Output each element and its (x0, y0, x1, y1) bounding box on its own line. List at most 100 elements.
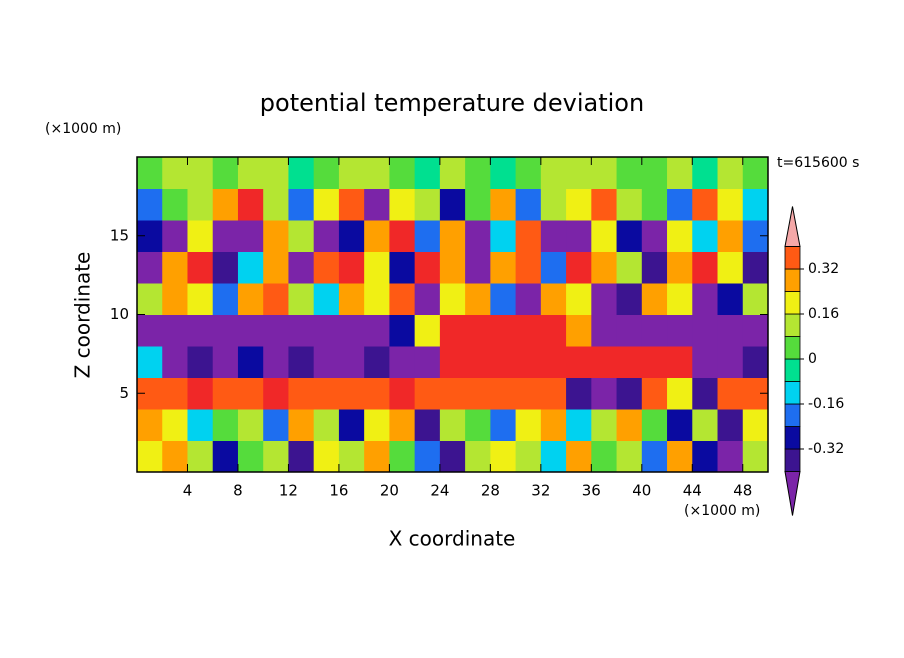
contour-cell (490, 157, 517, 189)
contour-cell (237, 377, 264, 410)
contour-cell (515, 377, 542, 410)
colorbar-band (784, 403, 801, 427)
contour-cell (137, 314, 163, 347)
contour-cell (263, 314, 289, 347)
contour-cell (389, 188, 416, 221)
colorbar-band (784, 246, 801, 270)
colorbar-triangle (784, 206, 801, 247)
colorbar-band (784, 448, 801, 472)
contour-cell (717, 220, 744, 252)
contour-cell (288, 283, 315, 315)
x-tick-label: 48 (733, 482, 752, 500)
contour-cell (540, 220, 567, 252)
contour-cell (667, 283, 693, 315)
contour-cell (465, 188, 491, 221)
contour-cell (263, 377, 289, 410)
colorbar-band (784, 336, 801, 360)
contour-cell (465, 440, 491, 473)
y-unit: (×1000 m) (45, 121, 121, 137)
contour-cell (389, 157, 416, 189)
contour-cell (641, 220, 668, 252)
contour-cell (540, 188, 567, 221)
contour-cell (162, 157, 188, 189)
contour-cell (187, 220, 214, 252)
contour-cell (616, 346, 643, 378)
contour-cell (338, 377, 365, 410)
colorbar-band (784, 291, 801, 315)
contour-cell (263, 157, 289, 189)
colorbar-band (784, 381, 801, 405)
colorbar-band (784, 313, 801, 337)
contour-cell (515, 314, 542, 347)
contour-cell (692, 440, 719, 473)
contour-cell (465, 377, 491, 410)
contour-cell (591, 251, 618, 284)
contour-cell (616, 409, 643, 441)
contour-cell (389, 220, 416, 252)
contour-cell (540, 157, 567, 189)
contour-cell (490, 409, 517, 441)
contour-cell (338, 314, 365, 347)
contour-cell (237, 409, 264, 441)
contour-cell (742, 440, 769, 473)
contour-cell (414, 314, 441, 347)
contour-cell (338, 188, 365, 221)
contour-cell (237, 188, 264, 221)
contour-cell (717, 409, 744, 441)
y-tick-label: 10 (110, 305, 129, 323)
contour-cell (667, 188, 693, 221)
contour-cell (692, 346, 719, 378)
contour-cell (439, 314, 466, 347)
contour-cell (465, 220, 491, 252)
contour-cell (490, 251, 517, 284)
contour-cell (187, 157, 214, 189)
contour-cell (414, 409, 441, 441)
contour-cell (717, 188, 744, 221)
contour-cell (540, 346, 567, 378)
x-tick-label: 16 (329, 482, 348, 500)
contour-cell (591, 440, 618, 473)
contour-cell (237, 346, 264, 378)
contour-cell (364, 409, 390, 441)
contour-cell (566, 377, 592, 410)
contour-cell (591, 409, 618, 441)
contour-cell (288, 440, 315, 473)
contour-cell (389, 314, 416, 347)
contour-cell (237, 440, 264, 473)
contour-cell (237, 157, 264, 189)
colorbar-tick-label: -0.16 (808, 396, 844, 412)
contour-cell (162, 188, 188, 221)
contour-cell (212, 440, 239, 473)
contour-cell (641, 377, 668, 410)
contour-cell (717, 440, 744, 473)
contour-cell (187, 346, 214, 378)
contour-cell (692, 188, 719, 221)
contour-cell (566, 220, 592, 252)
contour-cell (742, 251, 769, 284)
x-tick-label: 28 (481, 482, 500, 500)
contour-cell (263, 283, 289, 315)
contour-cell (162, 346, 188, 378)
contour-cell (465, 346, 491, 378)
contour-cell (439, 157, 466, 189)
contour-cell (616, 314, 643, 347)
contour-cell (237, 251, 264, 284)
contour-cell (641, 346, 668, 378)
contour-cell (490, 283, 517, 315)
colorbar-band (784, 268, 801, 292)
contour-cell (364, 220, 390, 252)
contour-cell (212, 157, 239, 189)
contour-cell (465, 283, 491, 315)
y-tick-label: 15 (110, 226, 129, 244)
contour-cell (465, 251, 491, 284)
contour-cell (490, 314, 517, 347)
contour-cell (439, 409, 466, 441)
contour-cell (364, 157, 390, 189)
contour-cell (515, 251, 542, 284)
contour-cell (540, 314, 567, 347)
contour-cell (137, 157, 163, 189)
contour-cell (187, 283, 214, 315)
contour-cell (313, 440, 340, 473)
contour-cell (566, 440, 592, 473)
contour-cell (288, 251, 315, 284)
